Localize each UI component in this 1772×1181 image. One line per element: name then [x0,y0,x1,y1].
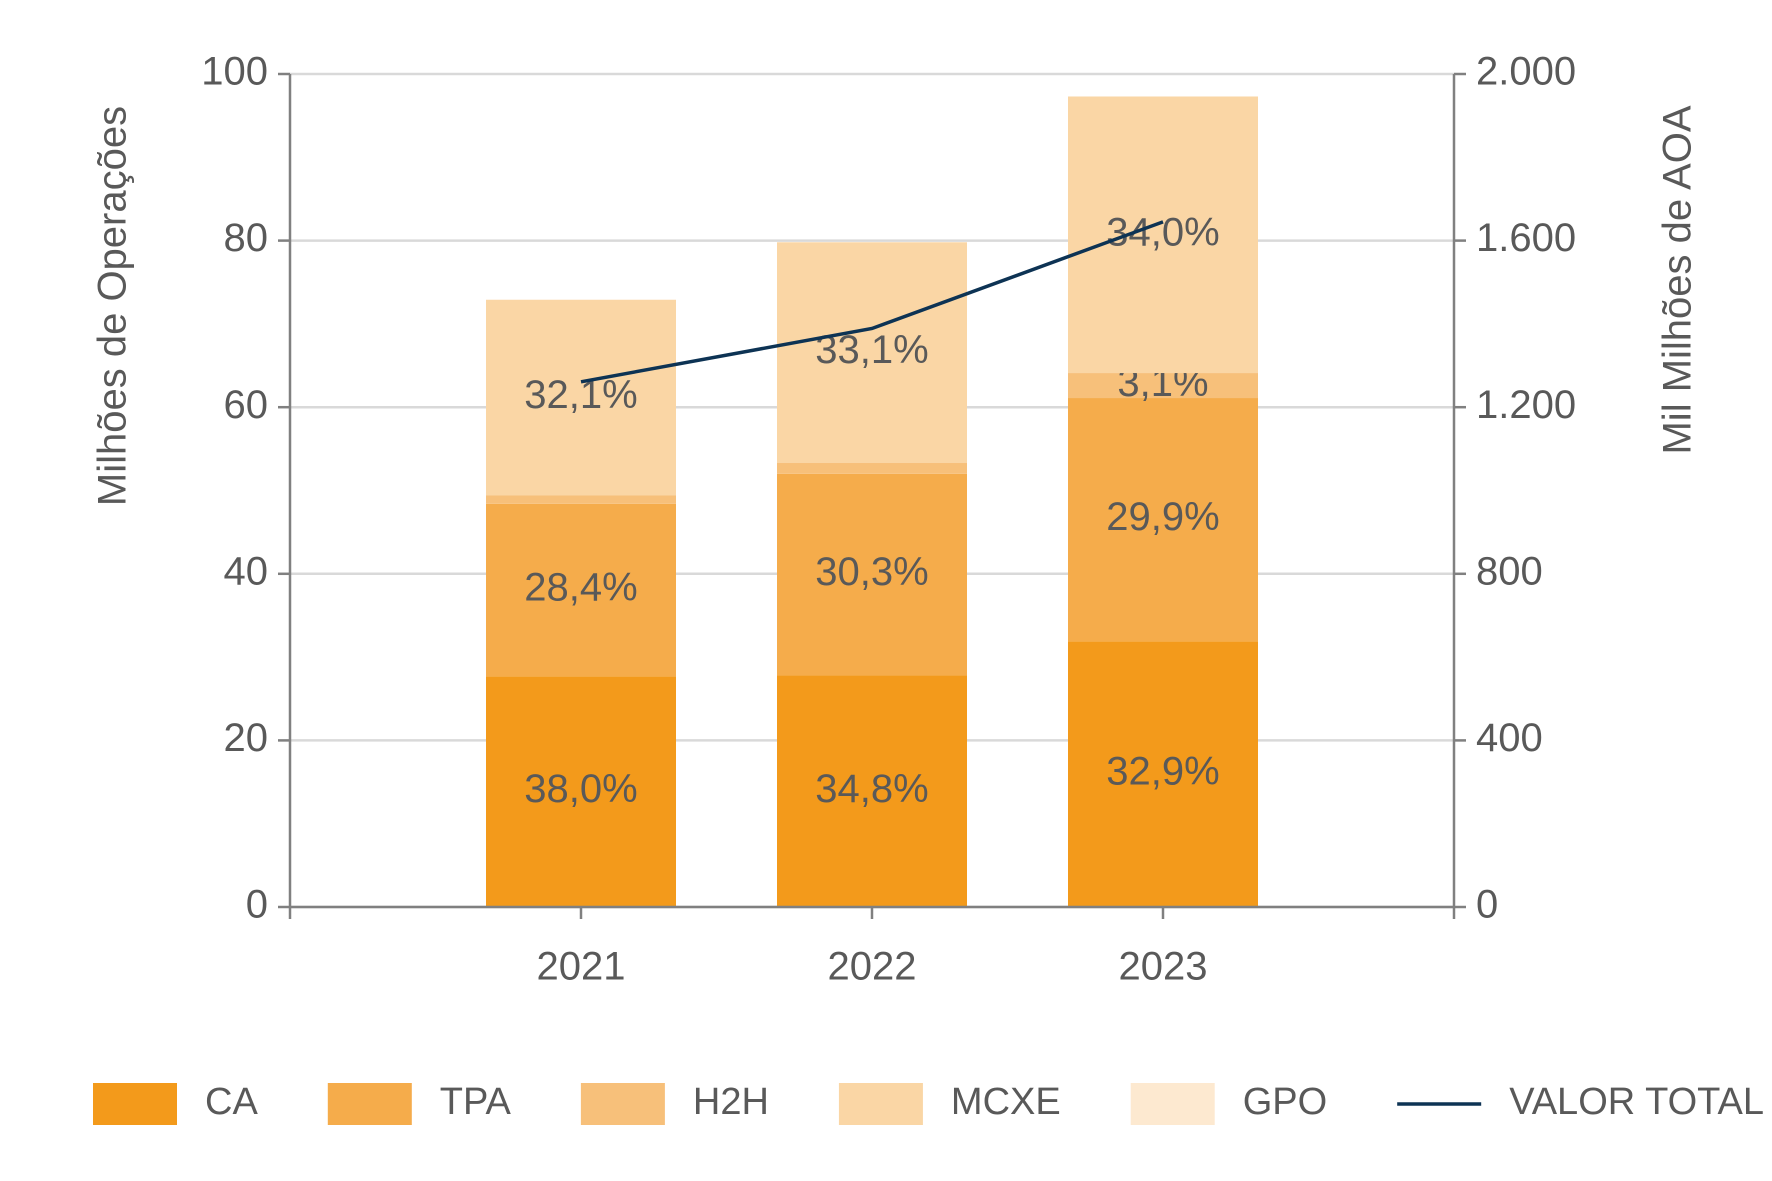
bar-segment [1068,373,1258,399]
y-axis-label: Milhões de Operações [91,106,135,506]
bar-segment [1068,398,1258,642]
legend-swatch [838,1083,923,1125]
data-label: 38,0% [524,767,637,811]
legend-label: TPA [440,1081,512,1123]
bar-segment [1068,641,1258,907]
y-tick-label: 100 [201,50,268,94]
bar-segment [486,495,676,504]
y2-tick-label: 0 [1476,883,1498,927]
legend-label: VALOR TOTAL [1509,1081,1764,1123]
bar-segment [777,473,967,676]
line [580,220,1164,384]
bar-segment [777,463,967,474]
legend-swatch [327,1083,412,1125]
x-tick-label: 2023 [1119,945,1208,989]
bar-segment [777,675,967,907]
legend-swatch [1130,1083,1215,1125]
data-label: 29,9% [1106,495,1219,539]
y2-tick-label: 2.000 [1476,50,1576,94]
bar-segment [486,299,676,496]
y2-axis-label: Mil Milhões de AOA [1656,105,1700,454]
data-label: 30,3% [815,550,928,594]
bar-segment [1068,96,1258,374]
data-label: 34,8% [815,767,928,811]
bar-segment [777,242,967,464]
data-label: 32,9% [1106,750,1219,794]
y2-tick-label: 1.200 [1476,383,1576,427]
y-tick-label: 40 [224,549,269,593]
x-tick-label: 2022 [828,945,917,989]
y-tick-label: 60 [224,383,269,427]
legend-label: GPO [1243,1081,1327,1123]
data-label: 28,4% [524,566,637,610]
bar-segment [486,676,676,907]
legend-label: MCXE [951,1081,1061,1123]
legend-label: CA [205,1081,258,1123]
y-tick-label: 20 [224,716,269,760]
y2-tick-label: 800 [1476,549,1543,593]
legend-swatch [93,1083,177,1125]
y-tick-label: 0 [246,883,268,927]
y-tick-label: 80 [224,216,269,260]
bar-segment [486,503,676,677]
legend-label: H2H [693,1081,769,1123]
data-label: 32,1% [524,373,637,417]
data-label: 34,0% [1106,210,1219,254]
y2-tick-label: 1.600 [1476,216,1576,260]
x-tick-label: 2021 [537,945,626,989]
legend-swatch [580,1083,665,1125]
y2-tick-label: 400 [1476,716,1543,760]
